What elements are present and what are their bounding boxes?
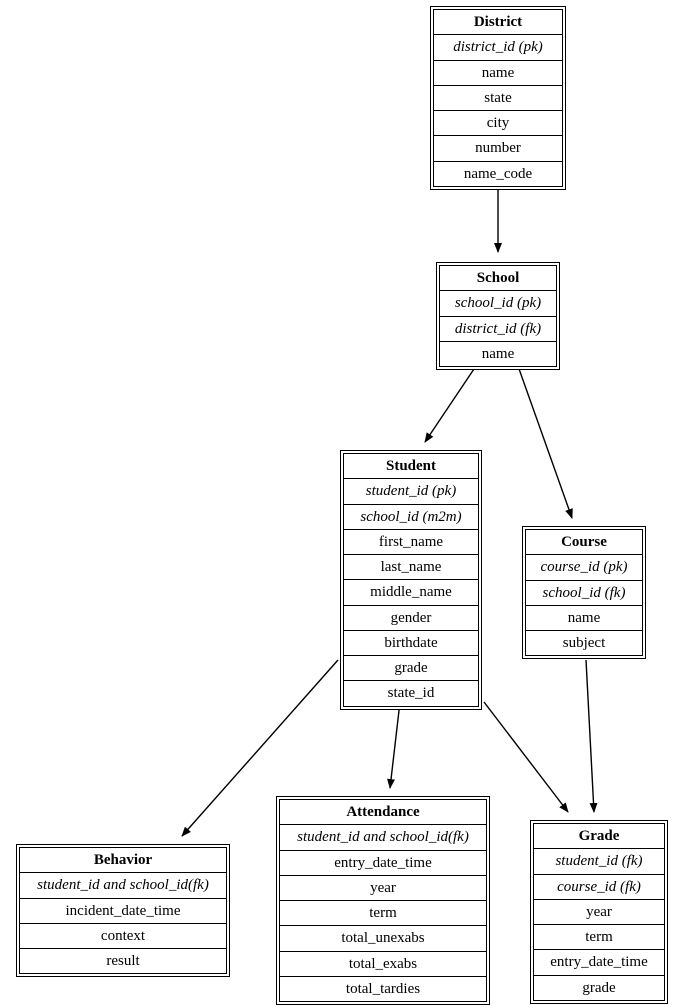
entity-district: Districtdistrict_id (pk)namestatecitynum… <box>430 6 566 190</box>
edge-school-student <box>425 366 476 442</box>
entity-field: last_name <box>344 555 478 580</box>
entity-field: context <box>20 924 226 949</box>
entity-field: course_id (pk) <box>526 555 642 580</box>
entity-field: student_id (fk) <box>534 849 664 874</box>
entity-field: state <box>434 86 562 111</box>
entity-field: course_id (fk) <box>534 875 664 900</box>
entity-title: Attendance <box>280 800 486 825</box>
entity-field: total_tardies <box>280 977 486 1001</box>
entity-behavior: Behaviorstudent_id and school_id(fk)inci… <box>16 844 230 977</box>
entity-attendance: Attendancestudent_id and school_id(fk)en… <box>276 796 490 1005</box>
entity-field: school_id (m2m) <box>344 505 478 530</box>
entity-field: middle_name <box>344 580 478 605</box>
edge-student-grade <box>484 702 568 812</box>
entity-field: term <box>534 925 664 950</box>
entity-field: school_id (fk) <box>526 581 642 606</box>
entity-field: student_id (pk) <box>344 479 478 504</box>
entity-course: Coursecourse_id (pk)school_id (fk)namesu… <box>522 526 646 659</box>
entity-school: Schoolschool_id (pk)district_id (fk)name <box>436 262 560 370</box>
entity-field: student_id and school_id(fk) <box>280 825 486 850</box>
entity-field: student_id and school_id(fk) <box>20 873 226 898</box>
entity-field: number <box>434 136 562 161</box>
entity-field: subject <box>526 631 642 655</box>
entity-title: District <box>434 10 562 35</box>
entity-field: year <box>534 900 664 925</box>
entity-field: entry_date_time <box>534 950 664 975</box>
edge-course-grade <box>586 660 594 812</box>
entity-field: district_id (fk) <box>440 317 556 342</box>
entity-title: School <box>440 266 556 291</box>
entity-field: grade <box>344 656 478 681</box>
entity-title: Grade <box>534 824 664 849</box>
edge-school-course <box>518 366 572 518</box>
entity-field: state_id <box>344 681 478 705</box>
entity-grade: Gradestudent_id (fk)course_id (fk)yearte… <box>530 820 668 1004</box>
entity-field: result <box>20 949 226 973</box>
entity-field: city <box>434 111 562 136</box>
entity-field: name <box>440 342 556 366</box>
entity-field: total_unexabs <box>280 926 486 951</box>
entity-title: Student <box>344 454 478 479</box>
entity-field: gender <box>344 606 478 631</box>
entity-field: incident_date_time <box>20 899 226 924</box>
entity-field: name <box>434 61 562 86</box>
entity-title: Behavior <box>20 848 226 873</box>
entity-student: Studentstudent_id (pk)school_id (m2m)fir… <box>340 450 482 710</box>
entity-field: year <box>280 876 486 901</box>
entity-field: birthdate <box>344 631 478 656</box>
edge-student-attendance <box>390 702 400 788</box>
entity-field: first_name <box>344 530 478 555</box>
entity-field: total_exabs <box>280 952 486 977</box>
entity-field: name <box>526 606 642 631</box>
entity-field: term <box>280 901 486 926</box>
entity-field: school_id (pk) <box>440 291 556 316</box>
entity-field: name_code <box>434 162 562 186</box>
entity-field: grade <box>534 976 664 1000</box>
entity-field: entry_date_time <box>280 851 486 876</box>
entity-field: district_id (pk) <box>434 35 562 60</box>
entity-title: Course <box>526 530 642 555</box>
